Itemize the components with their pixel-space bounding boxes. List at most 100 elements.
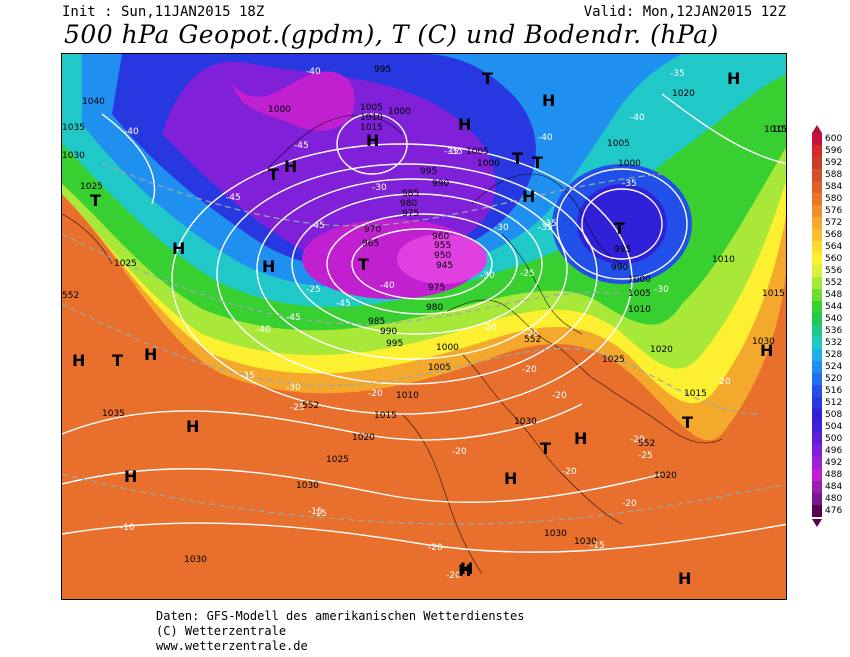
legend-swatch: [812, 265, 822, 277]
legend-swatch: [812, 277, 822, 289]
legend-label: 540: [825, 314, 843, 324]
temperature-label: -15: [590, 541, 605, 551]
pressure-label: 1015: [762, 289, 785, 299]
pressure-label: 1030: [514, 417, 537, 427]
temperature-label: -45: [294, 141, 309, 151]
legend-label: 572: [825, 218, 843, 228]
temperature-label: -45: [310, 221, 325, 231]
legend-label: 484: [825, 482, 843, 492]
legend-label: 568: [825, 230, 843, 240]
legend-entry: 528: [812, 349, 842, 361]
height-label: 552: [302, 401, 319, 411]
legend-label: 556: [825, 266, 843, 276]
legend-entry: 496: [812, 445, 842, 457]
pressure-label: 1025: [114, 259, 137, 269]
center-marker: H: [172, 239, 185, 258]
legend-entry: 476: [812, 505, 842, 517]
pressure-label: 955: [434, 241, 451, 251]
legend-swatch: [812, 493, 822, 505]
center-marker: H: [678, 569, 691, 588]
valid-time: Valid: Mon,12JAN2015 12Z: [583, 4, 786, 20]
pressure-label: 1030: [752, 337, 775, 347]
pressure-label: 1030: [574, 537, 597, 547]
legend-entry: 580: [812, 193, 842, 205]
pressure-label: 1010: [396, 391, 419, 401]
pressure-label: 1000: [618, 159, 641, 169]
pressure-label: 1005: [428, 363, 451, 373]
legend-label: 576: [825, 206, 843, 216]
legend-swatch: [812, 361, 822, 373]
legend-entry: 600: [812, 133, 842, 145]
temperature-labels: -40 -40 -45 -45 -45 -40 -35 -35 -40 -30 …: [120, 67, 731, 581]
legend-entry: 512: [812, 397, 842, 409]
legend-swatch: [812, 289, 822, 301]
pressure-label: 1020: [654, 471, 677, 481]
temperature-label: -40: [256, 325, 271, 335]
temperature-label: -40: [538, 133, 553, 143]
legend-label: 600: [825, 134, 843, 144]
color-legend: 600 596 592 588 584 580 576 572 568 564 560 556 552 5…: [812, 125, 848, 527]
height-label: 552: [62, 291, 79, 301]
legend-arrow-bottom: [812, 519, 822, 527]
legend-entry: 480: [812, 493, 842, 505]
center-marker: H: [458, 561, 471, 580]
pressure-label: 985: [368, 317, 385, 327]
pressure-label: 1000: [477, 159, 500, 169]
temperature-label: -30: [480, 271, 495, 281]
pressure-label: 995: [386, 339, 403, 349]
temperature-label: -35: [542, 219, 557, 229]
legend-entry: 516: [812, 385, 842, 397]
center-marker: T: [90, 191, 101, 210]
pressure-label: 1035: [102, 409, 125, 419]
legend-label: 560: [825, 254, 843, 264]
temperature-label: -35: [444, 147, 459, 157]
pressure-label: 985: [402, 189, 419, 199]
legend-swatch: [812, 313, 822, 325]
pressure-label: 1030: [184, 555, 207, 565]
legend-entry: 544: [812, 301, 842, 313]
center-marker: T: [482, 69, 493, 88]
center-marker: H: [504, 469, 517, 488]
center-marker: H: [574, 429, 587, 448]
legend-swatch: [812, 385, 822, 397]
center-marker: H: [124, 467, 137, 486]
legend-entry: 596: [812, 145, 842, 157]
pressure-label: 950: [434, 251, 451, 261]
pressure-label: 1020: [672, 89, 695, 99]
center-marker: H: [72, 351, 85, 370]
legend-swatch: [812, 301, 822, 313]
center-marker: H: [460, 559, 473, 578]
pressure-label: 990: [432, 179, 449, 189]
temperature-label: -20: [428, 543, 443, 553]
pressure-label: 1030: [62, 151, 85, 161]
pressure-label: 1035: [62, 123, 85, 133]
temperature-label: -20: [622, 499, 637, 509]
height-label: 552: [524, 335, 541, 345]
temperature-label: -20: [368, 389, 383, 399]
pressure-label: 995: [614, 245, 631, 255]
legend-swatch: [812, 241, 822, 253]
legend-label: 532: [825, 338, 843, 348]
legend-swatch: [812, 253, 822, 265]
temperature-label: -40: [380, 281, 395, 291]
center-marker: T: [268, 165, 279, 184]
temperature-label: -20: [446, 571, 461, 581]
pressure-labels: 995 1040 1035 1030 1025 1000 1005 1010 1…: [62, 65, 786, 565]
center-marker: H: [727, 69, 740, 88]
pressure-label: 1020: [352, 433, 375, 443]
legend-arrow-top: [812, 125, 822, 133]
legend-label: 520: [825, 374, 843, 384]
pressure-label: 1000: [268, 105, 291, 115]
footer-url[interactable]: www.wetterzentrale.de: [156, 639, 308, 653]
legend-label: 504: [825, 422, 843, 432]
temperature-label: -25: [290, 403, 305, 413]
temperature-label: -20: [522, 365, 537, 375]
pressure-label: 970: [364, 225, 381, 235]
temperature-label: -35: [240, 371, 255, 381]
pressure-label: 1000: [628, 275, 651, 285]
legend-entry: 484: [812, 481, 842, 493]
legend-label: 512: [825, 398, 843, 408]
temperature-label: -20: [482, 323, 497, 333]
center-marker: H: [262, 257, 275, 276]
pressure-label: 995: [420, 167, 437, 177]
